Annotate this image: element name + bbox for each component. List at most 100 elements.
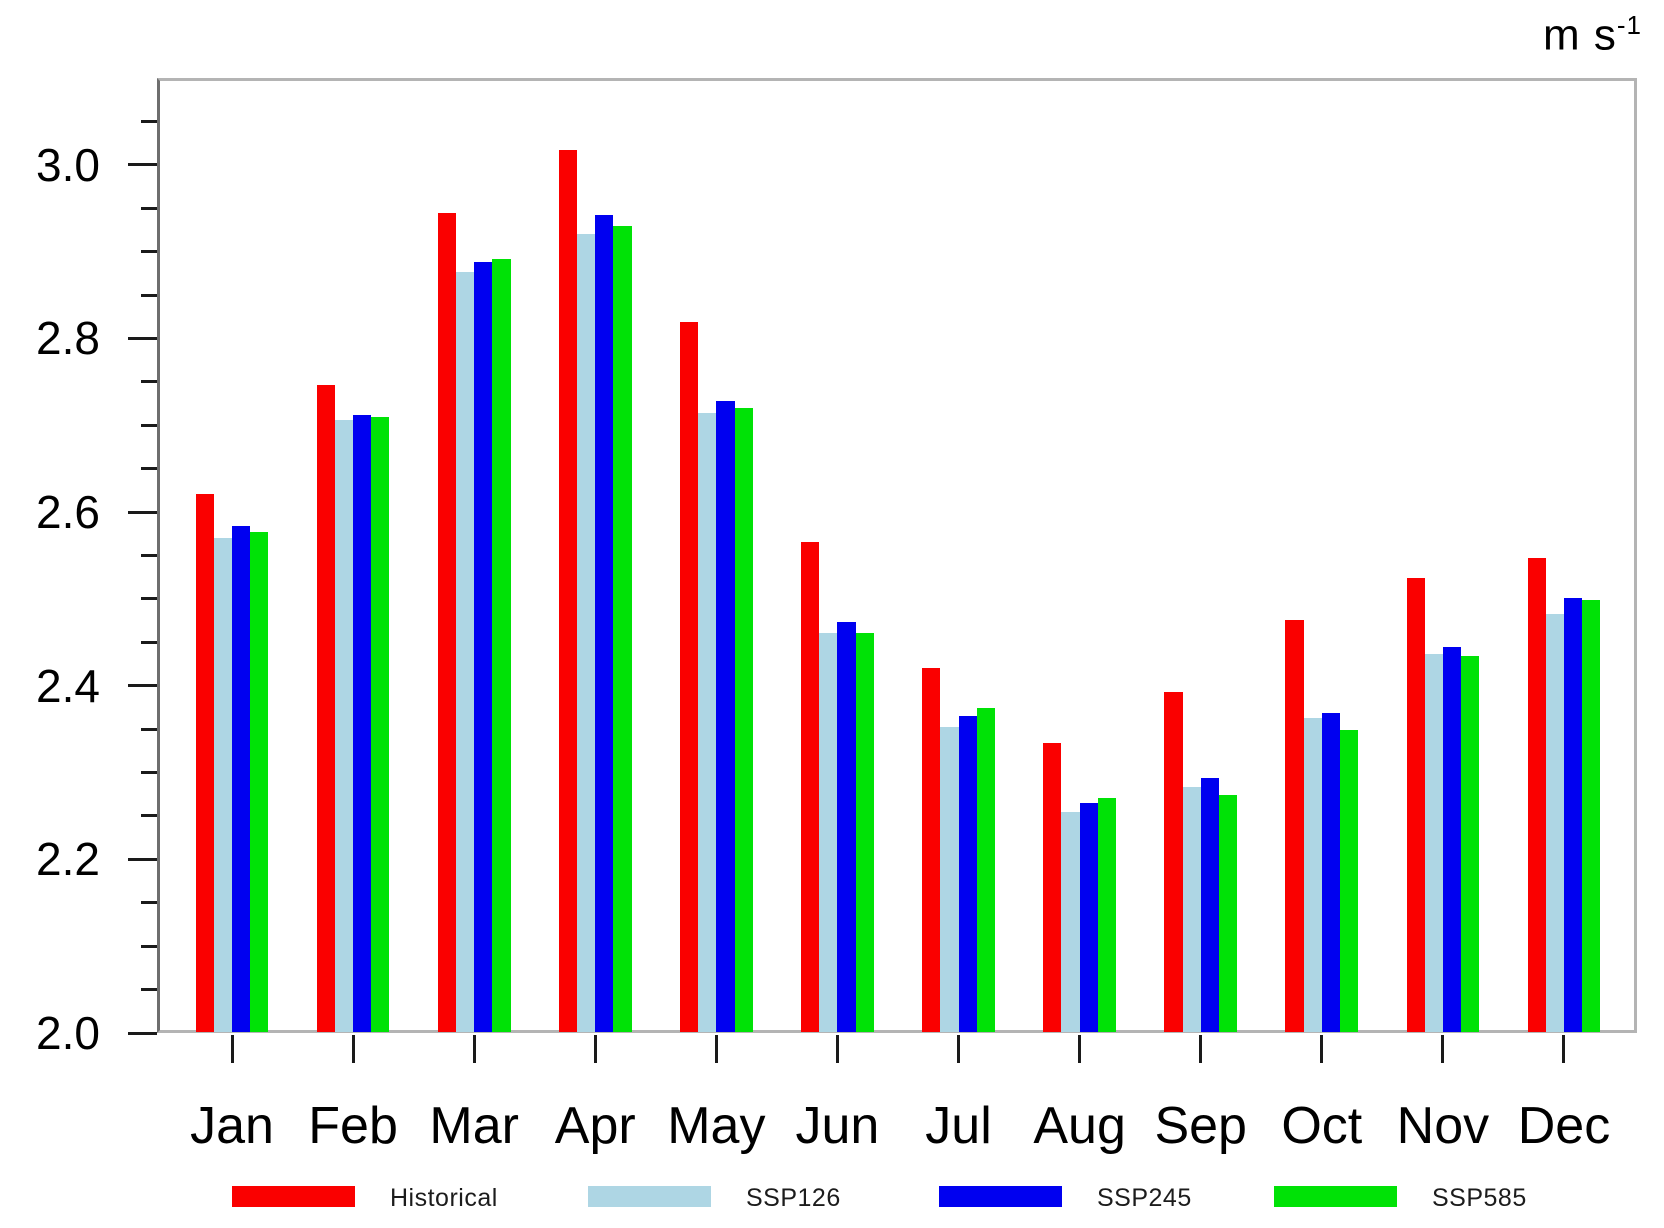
y-axis-tick-label: 2.6 xyxy=(36,486,100,539)
bar-ssp245-mar xyxy=(474,262,493,1032)
y-axis-minor-tick xyxy=(141,771,157,775)
bar-ssp245-jan xyxy=(232,525,251,1032)
y-axis-minor-tick xyxy=(141,293,157,297)
y-axis-major-tick xyxy=(128,1031,157,1035)
bar-ssp245-nov xyxy=(1442,646,1462,1032)
y-axis-minor-tick xyxy=(141,467,157,471)
bar-ssp245-jul xyxy=(958,716,977,1032)
x-axis-tick xyxy=(957,1035,961,1063)
y-axis-major-tick xyxy=(128,857,157,861)
y-axis-minor-tick xyxy=(141,901,157,905)
bar-historical-mar xyxy=(437,213,456,1032)
legend-swatch-ssp245 xyxy=(939,1186,1062,1207)
x-axis-month-label: Sep xyxy=(1154,1097,1247,1155)
x-axis-tick xyxy=(230,1035,234,1063)
y-axis-minor-tick xyxy=(141,206,157,210)
bar-historical-nov xyxy=(1406,578,1425,1032)
bar-ssp126-oct xyxy=(1303,717,1322,1032)
x-axis-month-label: Jun xyxy=(795,1097,880,1155)
bar-ssp126-mar xyxy=(455,272,475,1032)
bar-ssp245-apr xyxy=(595,215,614,1032)
bar-ssp585-sep xyxy=(1218,795,1238,1032)
y-axis-major-tick xyxy=(128,684,157,688)
y-axis-tick-label: 2.8 xyxy=(36,312,100,365)
y-axis-tick-label: 2.4 xyxy=(36,659,100,712)
bar-ssp585-nov xyxy=(1461,656,1480,1032)
legend-label: SSP585 xyxy=(1432,1184,1527,1212)
bar-ssp126-jan xyxy=(213,538,232,1032)
bar-ssp245-sep xyxy=(1200,777,1219,1032)
bar-ssp585-apr xyxy=(613,226,632,1032)
bar-ssp245-dec xyxy=(1563,598,1583,1032)
y-axis-minor-tick xyxy=(141,250,157,254)
bar-historical-may xyxy=(679,321,699,1032)
bar-historical-jul xyxy=(922,668,941,1032)
x-axis-tick xyxy=(1562,1035,1566,1063)
bar-ssp245-jun xyxy=(837,622,856,1032)
x-axis-month-label: Dec xyxy=(1517,1097,1611,1155)
bar-ssp126-feb xyxy=(334,420,354,1032)
x-axis-tick xyxy=(714,1035,718,1063)
unit-base: m s xyxy=(1542,10,1617,60)
bar-ssp585-may xyxy=(734,407,753,1032)
y-axis-minor-tick xyxy=(141,380,157,384)
bar-ssp126-nov xyxy=(1424,653,1443,1032)
bar-ssp585-jan xyxy=(250,532,269,1032)
x-axis-tick xyxy=(593,1035,597,1063)
bar-ssp245-may xyxy=(716,400,735,1032)
bar-ssp126-jun xyxy=(819,632,838,1032)
bar-ssp245-oct xyxy=(1321,712,1340,1032)
x-axis-month-label: Feb xyxy=(308,1097,398,1155)
bar-historical-aug xyxy=(1043,743,1062,1032)
x-axis-month-label: Jan xyxy=(190,1097,274,1155)
bar-ssp585-oct xyxy=(1340,730,1359,1032)
bar-ssp585-jul xyxy=(976,708,995,1032)
bar-historical-dec xyxy=(1527,558,1546,1032)
bar-historical-sep xyxy=(1164,691,1183,1032)
x-axis-tick xyxy=(472,1035,476,1063)
y-axis-minor-tick xyxy=(141,554,157,557)
bar-ssp585-dec xyxy=(1582,599,1601,1032)
bar-ssp585-aug xyxy=(1097,797,1117,1032)
x-axis-tick xyxy=(835,1035,839,1063)
legend-label: Historical xyxy=(390,1184,498,1212)
bar-historical-feb xyxy=(316,385,335,1032)
x-axis-month-label: May xyxy=(667,1097,766,1155)
bar-ssp245-feb xyxy=(353,414,372,1032)
legend-swatch-historical xyxy=(232,1186,355,1207)
bar-historical-apr xyxy=(558,150,578,1032)
bar-ssp245-aug xyxy=(1079,802,1098,1032)
unit-exponent: -1 xyxy=(1616,10,1642,40)
x-axis-tick xyxy=(1199,1035,1203,1063)
x-axis-month-label: Oct xyxy=(1281,1097,1363,1155)
legend-swatch-ssp126 xyxy=(588,1186,711,1207)
y-axis-tick-label: 2.0 xyxy=(36,1007,100,1059)
bar-ssp126-jul xyxy=(940,726,959,1032)
x-axis-month-label: Nov xyxy=(1396,1097,1490,1155)
legend-label: SSP245 xyxy=(1097,1184,1192,1212)
legend-label: SSP126 xyxy=(746,1184,841,1212)
y-axis-minor-tick xyxy=(141,640,157,644)
bar-ssp585-mar xyxy=(492,259,511,1032)
y-axis-minor-tick xyxy=(141,423,157,427)
x-axis-month-label: Mar xyxy=(429,1097,519,1155)
y-axis-minor-tick xyxy=(141,597,157,601)
x-axis-tick xyxy=(1078,1035,1082,1063)
x-axis-tick xyxy=(1320,1035,1324,1063)
bar-ssp126-apr xyxy=(577,234,596,1032)
plot-area xyxy=(157,78,1637,1033)
legend-swatch-ssp585 xyxy=(1274,1186,1397,1207)
y-axis-major-tick xyxy=(128,510,157,514)
y-axis-tick-label: 2.2 xyxy=(36,833,100,886)
y-axis-minor-tick xyxy=(141,814,157,818)
y-axis-minor-tick xyxy=(141,988,157,992)
y-axis-minor-tick xyxy=(141,727,157,731)
y-axis-minor-tick xyxy=(141,119,157,123)
y-axis-major-tick xyxy=(128,336,157,340)
x-axis-month-label: Apr xyxy=(554,1097,636,1155)
unit-label: m s-1 xyxy=(1543,10,1642,61)
x-axis-tick xyxy=(1441,1035,1445,1063)
bar-historical-jan xyxy=(195,493,214,1032)
bar-historical-jun xyxy=(801,541,820,1032)
